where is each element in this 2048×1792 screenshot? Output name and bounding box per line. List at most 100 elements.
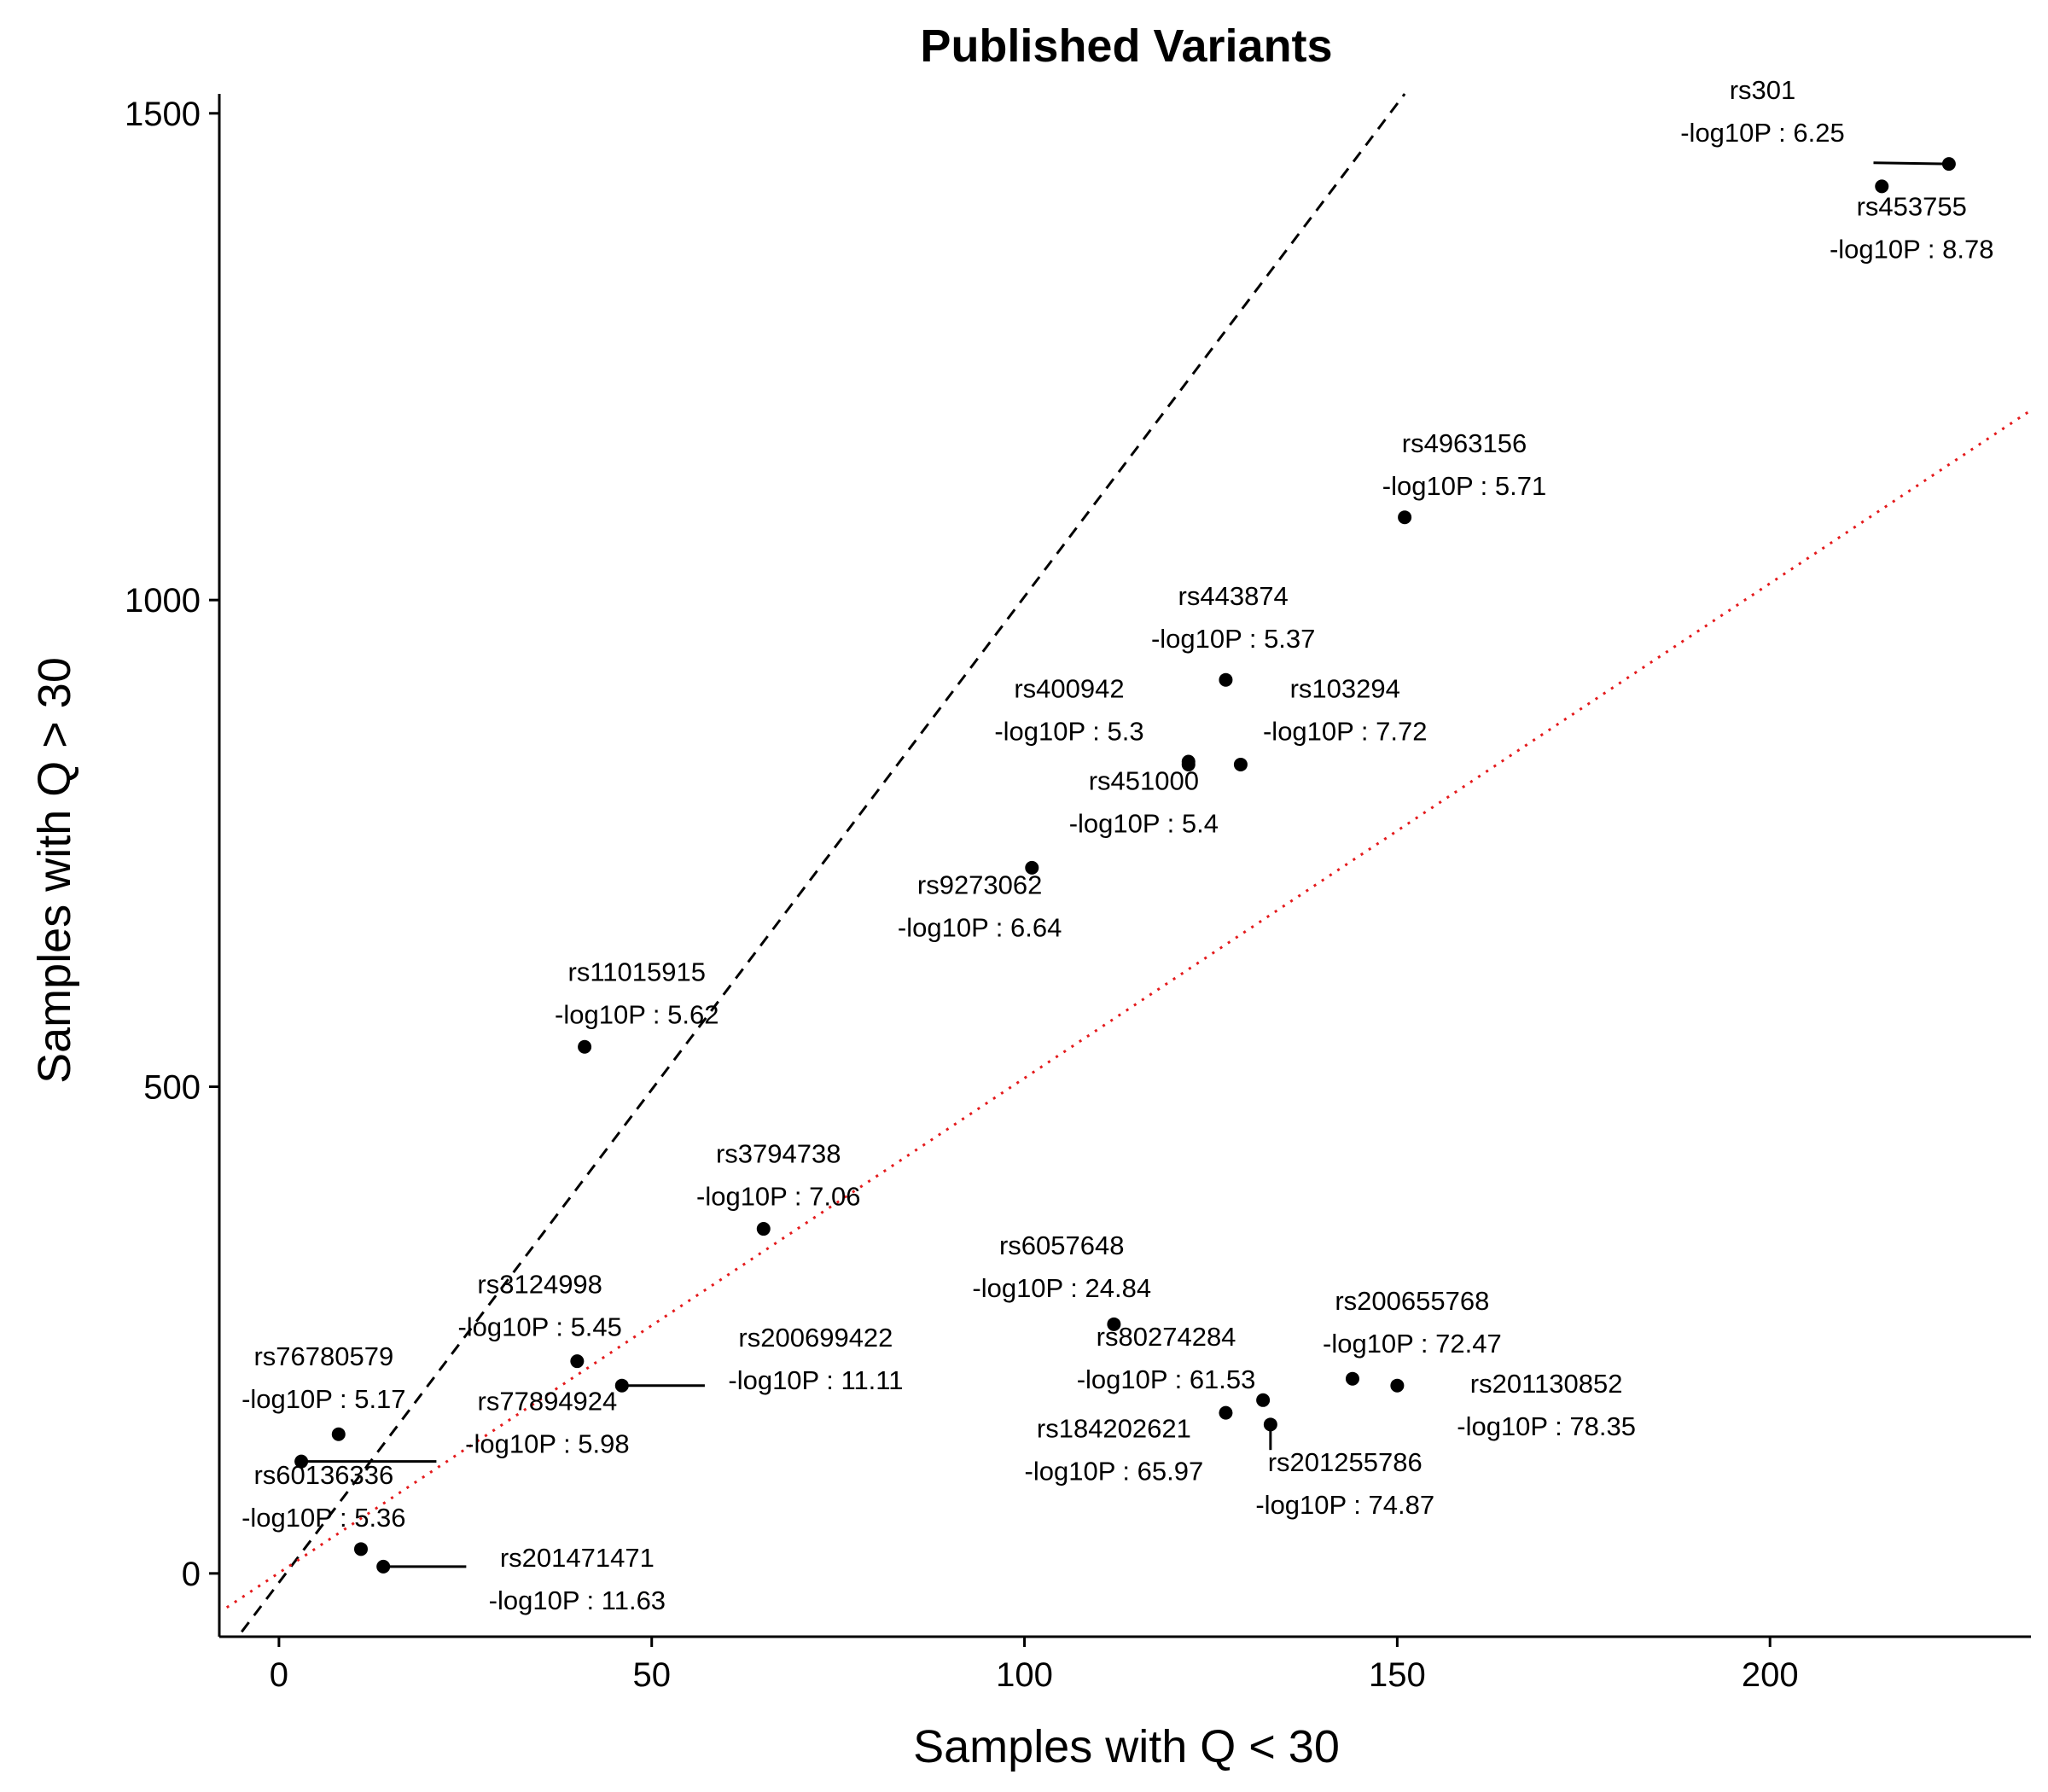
point-label-logp: -log10P : 5.17 <box>241 1384 405 1414</box>
point-label-rs3124998: rs3124998 -log10P : 5.45 <box>457 1269 621 1341</box>
data-point-rs60136336 <box>353 1542 368 1556</box>
point-label-id: rs201471471 <box>500 1543 655 1573</box>
point-label-logp: -log10P : 5.4 <box>1069 809 1219 839</box>
data-point-rs3794738 <box>756 1222 771 1236</box>
data-point-rs200699422 <box>614 1378 629 1393</box>
data-point-rs4963156 <box>1398 510 1412 525</box>
point-label-rs301: rs301 -log10P : 6.25 <box>1680 75 1844 148</box>
point-label-id: rs400942 <box>1014 673 1124 703</box>
data-point-rs201471471 <box>376 1559 391 1574</box>
point-label-rs201471471: rs201471471 -log10P : 11.63 <box>489 1543 666 1615</box>
point-label-id: rs443874 <box>1178 581 1289 611</box>
point-label-logp: -log10P : 5.37 <box>1151 624 1315 654</box>
x-tick-label: 200 <box>1742 1656 1799 1694</box>
x-tick-label: 150 <box>1369 1656 1426 1694</box>
point-label-logp: -log10P : 5.45 <box>457 1312 621 1341</box>
point-label-rs400942: rs400942 -log10P : 5.3 <box>994 673 1143 746</box>
point-label-id: rs76780579 <box>253 1341 393 1371</box>
point-label-id: rs77894924 <box>478 1386 618 1416</box>
data-point-rs184202621 <box>1219 1405 1233 1420</box>
point-label-rs11015915: rs11015915 -log10P : 5.62 <box>555 957 719 1029</box>
leader-line-rs301 <box>1873 161 1949 166</box>
point-label-rs453755: rs453755 -log10P : 8.78 <box>1830 192 1993 265</box>
point-label-logp: -log10P : 74.87 <box>1255 1490 1434 1520</box>
point-label-logp: -log10P : 11.11 <box>728 1365 903 1395</box>
point-label-logp: -log10P : 65.97 <box>1025 1456 1204 1486</box>
point-label-logp: -log10P : 6.25 <box>1680 118 1844 148</box>
point-label-rs201130852: rs201130852 -log10P : 78.35 <box>1457 1369 1636 1441</box>
point-label-logp: -log10P : 5.36 <box>241 1503 405 1533</box>
point-label-id: rs60136336 <box>253 1460 393 1490</box>
data-point-rs200655768 <box>1345 1371 1359 1386</box>
data-point-rs9273062 <box>1025 860 1039 875</box>
point-label-rs451000: rs451000 -log10P : 5.4 <box>1069 766 1219 839</box>
x-axis-ticks: 0 50 100 150 200 <box>270 1637 1799 1694</box>
point-label-id: rs451000 <box>1089 766 1199 796</box>
point-label-rs9273062: rs9273062 -log10P : 6.64 <box>898 870 1062 943</box>
data-point-rs6057648 <box>1107 1317 1121 1331</box>
point-label-id: rs301 <box>1730 75 1796 105</box>
label-leaders <box>301 161 1949 1568</box>
data-point-rs451000 <box>1181 757 1196 771</box>
y-axis-ticks: 0 500 1000 1500 <box>125 96 219 1593</box>
point-label-rs4963156: rs4963156 -log10P : 5.71 <box>1382 428 1546 501</box>
point-label-logp: -log10P : 24.84 <box>972 1273 1151 1303</box>
data-point-rs77894924 <box>294 1454 309 1469</box>
point-label-id: rs6057648 <box>999 1231 1125 1260</box>
data-point-rs80274284 <box>1256 1393 1271 1407</box>
data-point-rs201130852 <box>1390 1378 1405 1393</box>
point-label-id: rs103294 <box>1290 673 1400 703</box>
point-label-id: rs201255786 <box>1268 1447 1423 1477</box>
data-point-rs76780579 <box>331 1427 346 1441</box>
point-label-id: rs184202621 <box>1037 1413 1191 1443</box>
point-label-rs201255786: rs201255786 -log10P : 74.87 <box>1255 1447 1434 1520</box>
data-point-rs11015915 <box>578 1039 592 1054</box>
point-label-id: rs3794738 <box>716 1139 841 1169</box>
data-point-rs453755 <box>1875 179 1889 194</box>
point-label-logp: -log10P : 11.63 <box>489 1585 666 1615</box>
point-label-id: rs200655768 <box>1335 1286 1489 1316</box>
reference-lines <box>225 93 2032 1633</box>
point-label-logp: -log10P : 5.98 <box>465 1428 629 1458</box>
y-axis-title: Samples with Q > 30 <box>29 657 80 1084</box>
x-tick-label: 0 <box>270 1656 288 1694</box>
point-label-logp: -log10P : 6.64 <box>898 913 1062 943</box>
point-label-id: rs9273062 <box>917 870 1043 900</box>
point-label-logp: -log10P : 5.62 <box>555 999 719 1029</box>
x-tick-label: 100 <box>996 1656 1053 1694</box>
data-points <box>294 157 1956 1574</box>
point-label-logp: -log10P : 78.35 <box>1457 1411 1636 1441</box>
x-tick-label: 50 <box>632 1656 671 1694</box>
data-point-rs103294 <box>1233 757 1248 771</box>
point-label-rs60136336: rs60136336 -log10P : 5.36 <box>241 1460 405 1533</box>
point-label-rs80274284: rs80274284 -log10P : 61.53 <box>1077 1322 1256 1394</box>
data-point-rs301 <box>1941 157 1956 172</box>
data-point-rs3124998 <box>570 1354 585 1369</box>
point-label-rs443874: rs443874 -log10P : 5.37 <box>1151 581 1315 654</box>
y-tick-label: 0 <box>182 1556 201 1593</box>
point-label-id: rs3124998 <box>477 1269 602 1299</box>
point-label-logp: -log10P : 5.71 <box>1382 471 1546 501</box>
point-label-id: rs4963156 <box>1402 428 1527 458</box>
point-label-rs200655768: rs200655768 -log10P : 72.47 <box>1323 1286 1502 1359</box>
point-label-rs76780579: rs76780579 -log10P : 5.17 <box>241 1341 405 1414</box>
point-label-logp: -log10P : 7.72 <box>1263 716 1427 746</box>
point-label-id: rs201130852 <box>1470 1369 1623 1399</box>
point-label-logp: -log10P : 61.53 <box>1077 1364 1256 1394</box>
point-label-logp: -log10P : 8.78 <box>1830 235 1993 265</box>
point-label-rs200699422: rs200699422 -log10P : 11.11 <box>728 1323 903 1395</box>
point-label-rs184202621: rs184202621 -log10P : 65.97 <box>1025 1413 1204 1486</box>
chart-title: Published Variants <box>920 20 1332 72</box>
point-label-id: rs453755 <box>1857 192 1967 222</box>
point-label-id: rs11015915 <box>568 957 706 986</box>
point-label-rs103294: rs103294 -log10P : 7.72 <box>1263 673 1427 746</box>
y-tick-label: 1000 <box>125 582 201 620</box>
point-label-id: rs200699422 <box>738 1323 893 1353</box>
reference-line-dashed <box>241 93 1406 1633</box>
point-label-rs77894924: rs77894924 -log10P : 5.98 <box>465 1386 629 1458</box>
data-point-rs443874 <box>1219 672 1233 687</box>
point-label-logp: -log10P : 7.06 <box>696 1182 860 1212</box>
point-label-id: rs80274284 <box>1097 1322 1236 1352</box>
data-point-rs201255786 <box>1263 1417 1277 1432</box>
axes <box>218 94 2031 1638</box>
